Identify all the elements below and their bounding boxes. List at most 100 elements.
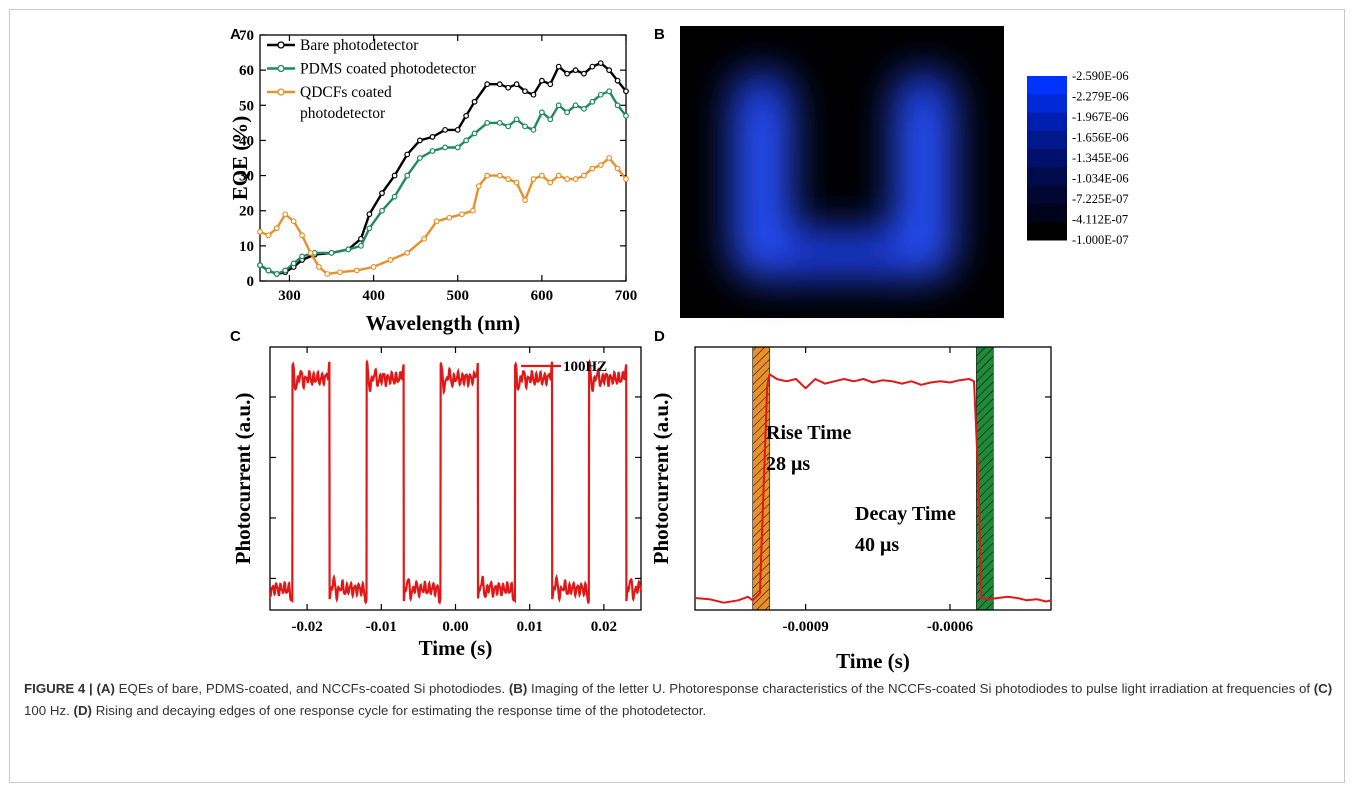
legend-label: QDCFs coated [300,84,392,101]
caption-segment: EQEs of bare, PDMS-coated, and NCCFs-coa… [114,681,509,696]
caption-segment: Rising and decaying edges of one respons… [92,703,707,718]
legend-marker [277,41,285,49]
plot-frame [259,34,627,282]
data-point [522,123,528,130]
data-point [265,232,272,239]
y-axis-label: EQE (%) [228,116,252,201]
panel-label-c: C [230,328,241,345]
data-point [572,102,579,109]
data-point [454,144,461,151]
data-point [513,116,520,123]
legend-marker [277,64,285,73]
data-point [623,176,629,182]
data-point [538,77,545,84]
series-line [268,358,643,605]
data-point [379,190,385,197]
data-point [581,105,587,112]
colorbar-label: -2.590E-06 [1072,69,1129,83]
colorbar-label: -1.034E-06 [1072,172,1129,186]
data-point [614,77,621,84]
data-point [366,225,373,232]
data-point [416,137,423,144]
data-point [564,176,571,182]
letter-u-image: -2.590E-06 -2.279E-06 -1.967E-06 -1.656E-06… [680,26,1129,318]
data-point [572,67,579,74]
colorbar-segment [1027,148,1067,168]
u-bottom-bar [740,228,946,280]
data-point [496,81,503,88]
data-point [496,172,503,179]
x-tick-label: 700 [615,288,638,304]
caption-segment: 100 Hz. [24,703,74,718]
data-point [307,249,314,256]
data-point [315,264,322,270]
data-point [299,253,305,260]
data-point [572,176,579,182]
data-point [564,70,571,77]
data-point [581,172,587,179]
x-axis-label: Time (s) [419,636,493,660]
data-point [391,193,398,200]
rise-time-value: 28 μs [766,453,810,475]
data-point [538,172,545,179]
data-point [505,176,512,182]
figure-label: FIGURE 4 | [24,681,93,696]
y-tick-label: 20 [239,204,254,220]
data-point [606,67,613,74]
data-point [257,228,263,235]
x-tick-label: -0.02 [291,619,322,635]
data-point [387,257,394,263]
x-tick-label: 300 [278,288,301,304]
colorbar-segment [1027,185,1067,205]
data-point [366,211,373,218]
panel-label-d: D [654,328,665,345]
colorbar-segment [1027,221,1067,241]
data-point [471,130,478,137]
data-point [328,249,335,256]
caption-panel-ref: (B) [508,681,528,696]
legend-marker [277,88,285,96]
series-line [694,373,1052,604]
data-point [555,172,562,179]
data-point [555,63,562,70]
data-point [564,109,571,116]
data-point [421,235,427,242]
data-point [530,91,537,98]
data-point [442,126,449,133]
colorbar-label: -1.967E-06 [1072,110,1129,124]
data-point [446,214,453,221]
data-point [324,271,331,277]
x-tick-label: 0.01 [517,619,543,635]
data-point [282,267,289,274]
y-tick-label: 10 [239,239,254,255]
x-tick-label: 0.00 [442,619,468,635]
data-point [404,151,411,158]
colorbar-segment [1027,94,1067,113]
rise-time-label: Rise Time [766,422,851,444]
data-point [589,63,596,70]
data-point [273,271,280,277]
data-point [404,249,411,256]
data-point [597,162,604,168]
data-point [555,102,562,109]
legend-label: 100HZ [563,359,607,375]
data-point [475,183,482,190]
response-time-chart: -0.0009 -0.0006 Time (s) Photocurrent (a.u.… [649,346,1052,673]
data-point [581,70,587,77]
data-point [404,172,411,179]
data-point [416,155,423,161]
u-right-core [907,105,937,270]
x-tick-label: -0.0006 [927,619,974,635]
panel-label-b: B [654,26,665,43]
colorbar-segment [1027,130,1067,150]
colorbar-segment [1027,203,1067,223]
data-point [513,179,520,186]
data-point [522,88,528,95]
data-point [530,126,537,133]
data-point [484,81,491,88]
legend-label: PDMS coated photodetector [300,61,476,78]
data-point [484,172,491,179]
data-point [273,225,280,232]
data-point [547,116,554,123]
x-tick-label: 400 [362,288,385,304]
